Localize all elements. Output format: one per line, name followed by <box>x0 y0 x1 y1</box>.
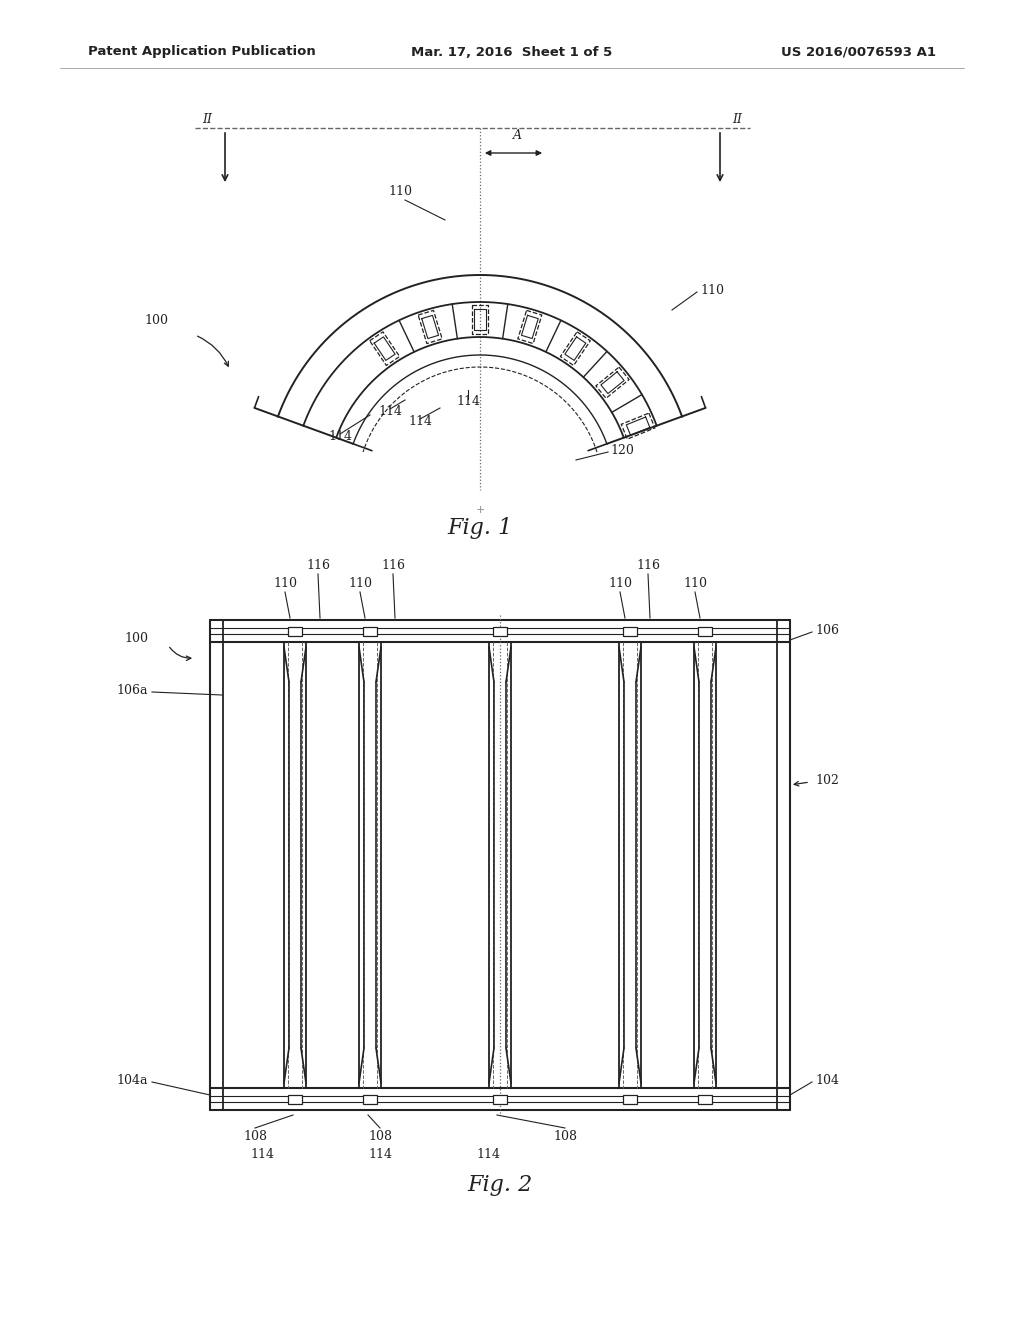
Text: 108: 108 <box>243 1130 267 1143</box>
Text: 106: 106 <box>815 623 839 636</box>
Text: 110: 110 <box>348 577 372 590</box>
Bar <box>362 627 377 635</box>
Text: 114: 114 <box>456 395 480 408</box>
Text: 114: 114 <box>408 414 432 428</box>
Text: 104a: 104a <box>117 1073 148 1086</box>
Text: 104: 104 <box>815 1073 839 1086</box>
Text: 110: 110 <box>683 577 707 590</box>
Text: II: II <box>732 114 742 125</box>
Bar <box>698 1094 712 1104</box>
Bar <box>362 1094 377 1104</box>
Text: 120: 120 <box>610 444 634 457</box>
Text: Mar. 17, 2016  Sheet 1 of 5: Mar. 17, 2016 Sheet 1 of 5 <box>412 45 612 58</box>
Text: 110: 110 <box>608 577 632 590</box>
Text: 100: 100 <box>124 631 148 644</box>
Text: 108: 108 <box>553 1130 577 1143</box>
Text: 106a: 106a <box>117 684 148 697</box>
Text: 114: 114 <box>250 1148 274 1162</box>
Bar <box>623 627 637 635</box>
Text: II: II <box>202 114 212 125</box>
Text: 100: 100 <box>144 314 168 326</box>
Text: A: A <box>512 129 521 143</box>
Text: Fig. 2: Fig. 2 <box>467 1173 532 1196</box>
Bar <box>493 1094 507 1104</box>
Text: 114: 114 <box>328 430 352 444</box>
Bar <box>698 627 712 635</box>
Text: 110: 110 <box>700 284 724 297</box>
Text: 116: 116 <box>636 558 660 572</box>
Text: 102: 102 <box>815 774 839 787</box>
Text: US 2016/0076593 A1: US 2016/0076593 A1 <box>781 45 936 58</box>
Text: 116: 116 <box>381 558 406 572</box>
Text: 108: 108 <box>368 1130 392 1143</box>
Text: 116: 116 <box>306 558 330 572</box>
Bar <box>288 627 302 635</box>
Text: Fig. 1: Fig. 1 <box>447 517 513 539</box>
Bar <box>493 627 507 635</box>
Text: 110: 110 <box>273 577 297 590</box>
Text: 110: 110 <box>388 185 412 198</box>
Bar <box>623 1094 637 1104</box>
Text: 114: 114 <box>368 1148 392 1162</box>
Bar <box>288 1094 302 1104</box>
Text: +: + <box>475 506 484 515</box>
Text: 114: 114 <box>378 405 402 418</box>
Text: 114: 114 <box>476 1148 500 1162</box>
Text: Patent Application Publication: Patent Application Publication <box>88 45 315 58</box>
